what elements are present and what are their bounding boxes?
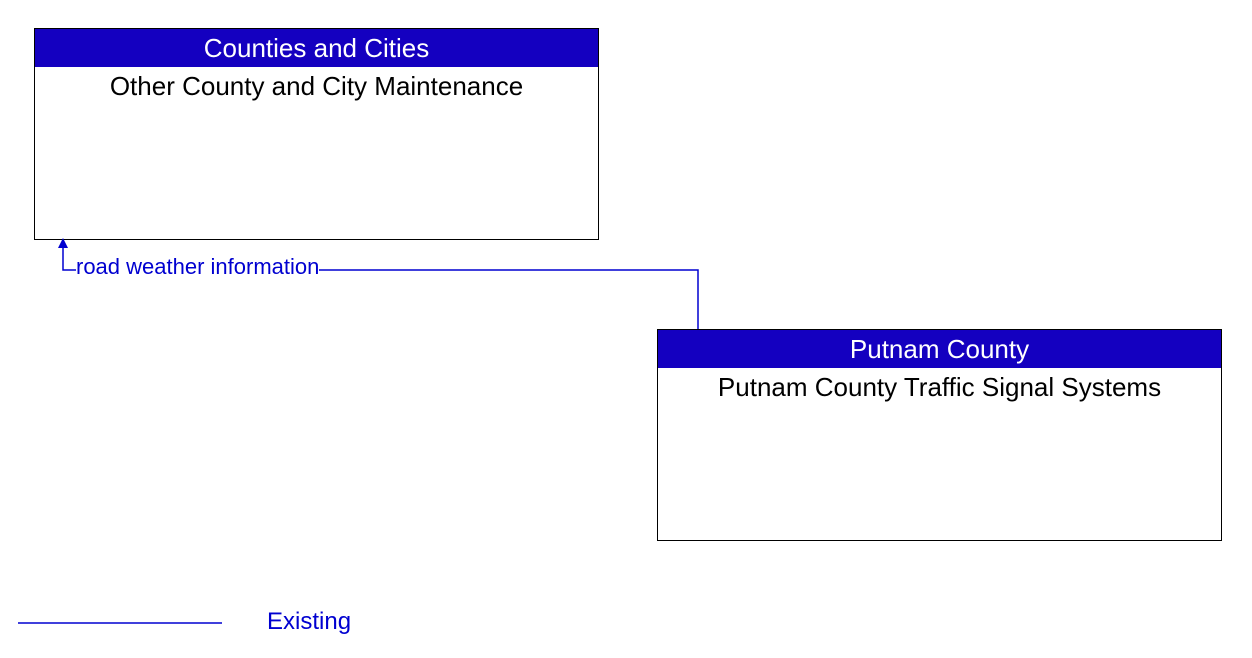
diagram-stage: Counties and Cities Other County and Cit… (0, 0, 1252, 658)
node-putnam-county: Putnam County Putnam County Traffic Sign… (657, 329, 1222, 541)
node-title-county-city-maintenance: Other County and City Maintenance (35, 67, 598, 102)
legend-label-existing: Existing (267, 608, 351, 636)
node-header-putnam-county: Putnam County (658, 330, 1221, 368)
node-title-putnam-signals: Putnam County Traffic Signal Systems (658, 368, 1221, 403)
edge-label-road-weather-information: road weather information (76, 254, 319, 280)
node-counties-and-cities: Counties and Cities Other County and Cit… (34, 28, 599, 240)
node-header-counties-and-cities: Counties and Cities (35, 29, 598, 67)
